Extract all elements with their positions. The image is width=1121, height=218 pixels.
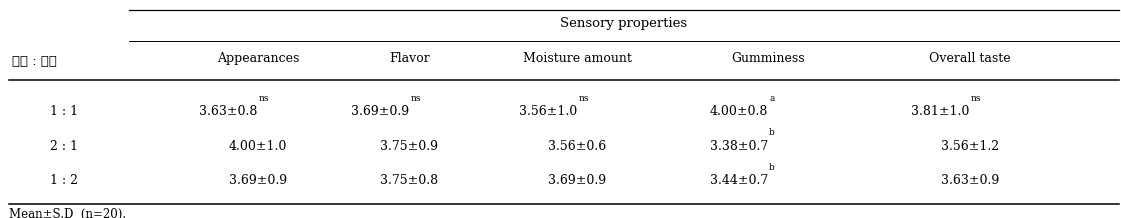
Text: 3.56±1.0: 3.56±1.0 (519, 105, 577, 118)
Text: b: b (769, 128, 775, 138)
Text: ns: ns (259, 94, 269, 103)
Text: 3.38±0.7: 3.38±0.7 (710, 140, 768, 153)
Text: 3.69±0.9: 3.69±0.9 (351, 105, 409, 118)
Text: 3.69±0.9: 3.69±0.9 (548, 174, 606, 187)
Text: Moisture amount: Moisture amount (522, 52, 632, 65)
Text: ns: ns (578, 94, 589, 103)
Text: 3.63±0.8: 3.63±0.8 (200, 105, 258, 118)
Text: Appearances: Appearances (216, 52, 299, 65)
Text: 3.81±1.0: 3.81±1.0 (911, 105, 970, 118)
Text: 3.75±0.8: 3.75±0.8 (380, 174, 438, 187)
Text: Overall taste: Overall taste (929, 52, 1010, 65)
Text: Sensory properties: Sensory properties (560, 17, 687, 31)
Text: Gumminess: Gumminess (731, 52, 805, 65)
Text: 3.69±0.9: 3.69±0.9 (229, 174, 287, 187)
Text: 4.00±1.0: 4.00±1.0 (229, 140, 287, 153)
Text: 3.44±0.7: 3.44±0.7 (710, 174, 768, 187)
Text: 2 : 1: 2 : 1 (50, 140, 78, 153)
Text: 3.75±0.9: 3.75±0.9 (380, 140, 438, 153)
Text: 4.00±0.8: 4.00±0.8 (710, 105, 768, 118)
Text: 1 : 1: 1 : 1 (50, 105, 78, 118)
Text: Mean±S.D  (n=20).: Mean±S.D (n=20). (9, 208, 126, 218)
Text: 율무 : 메밀: 율무 : 메밀 (12, 54, 57, 68)
Text: Flavor: Flavor (389, 52, 429, 65)
Text: 1 : 2: 1 : 2 (50, 174, 78, 187)
Text: b: b (769, 163, 775, 172)
Text: 3.63±0.9: 3.63±0.9 (941, 174, 999, 187)
Text: ns: ns (971, 94, 981, 103)
Text: 3.56±1.2: 3.56±1.2 (941, 140, 999, 153)
Text: a: a (769, 94, 775, 103)
Text: ns: ns (410, 94, 420, 103)
Text: 3.56±0.6: 3.56±0.6 (548, 140, 606, 153)
